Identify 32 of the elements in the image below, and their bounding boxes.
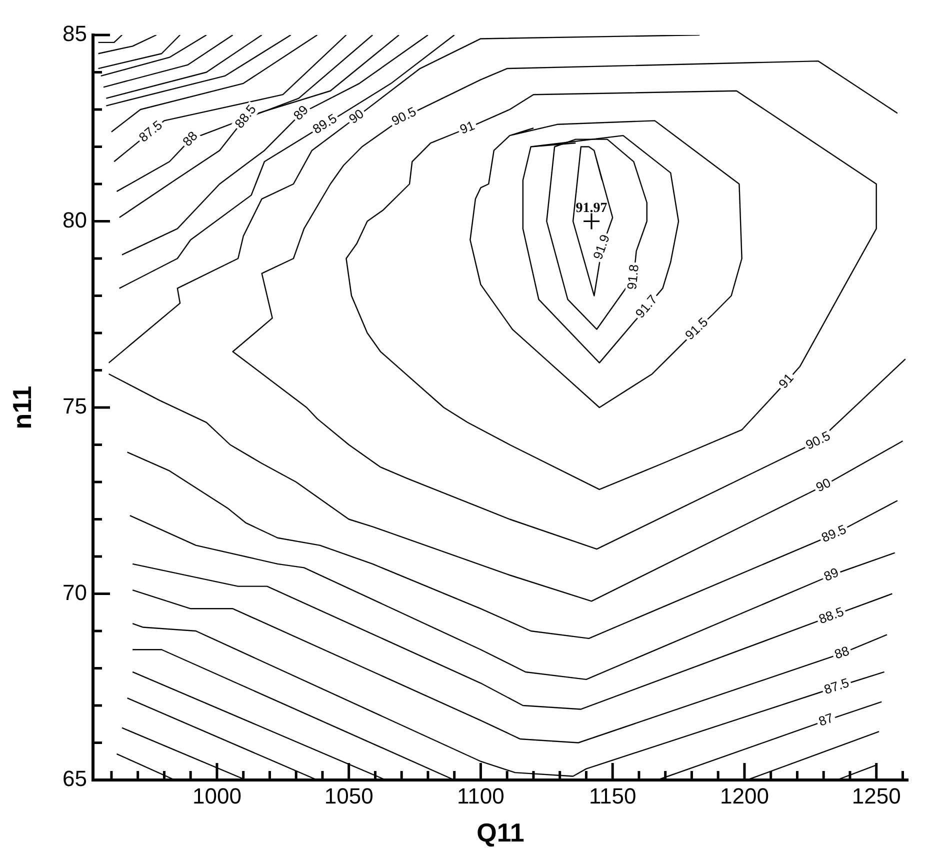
x-tick-label: 1250: [852, 783, 901, 808]
annotation: 90: [813, 474, 834, 495]
annotation: 89: [290, 102, 312, 123]
annotation: 89.5: [310, 110, 340, 137]
annotation: 91.9: [590, 232, 612, 262]
annotation: 91.97: [576, 200, 608, 216]
annotation: 87: [816, 710, 836, 730]
annotation: 89.5: [819, 521, 848, 546]
annotation: 90.5: [803, 428, 833, 452]
x-tick-label: 1100: [457, 783, 504, 808]
annotation: 91: [776, 370, 796, 392]
annotation: 88: [832, 643, 852, 662]
point: [582, 212, 600, 230]
annotation: 91.5: [682, 314, 711, 343]
annotation: 88: [180, 128, 200, 150]
y-tick-label: 70: [62, 580, 87, 605]
y-tick-label: 85: [62, 21, 87, 46]
y-tick-label: 80: [62, 207, 87, 232]
annotation: 90.5: [389, 104, 418, 128]
x-tick-label: 1150: [588, 783, 636, 808]
annotation: 87.5: [136, 117, 165, 145]
annotation: 88.5: [816, 604, 846, 627]
annotation: 89: [822, 564, 841, 584]
y-tick-label: 65: [62, 766, 87, 792]
y-axis-title: n11: [6, 386, 37, 430]
y-tick-label: 75: [62, 394, 87, 419]
x-tick-label: 1000: [192, 783, 242, 808]
x-axis-title: Q11: [476, 818, 524, 848]
annotation: 91: [458, 118, 477, 137]
x-tick-label: 1050: [324, 783, 374, 808]
annotation: 90: [346, 106, 366, 127]
x-tick-label: 1200: [720, 783, 769, 808]
